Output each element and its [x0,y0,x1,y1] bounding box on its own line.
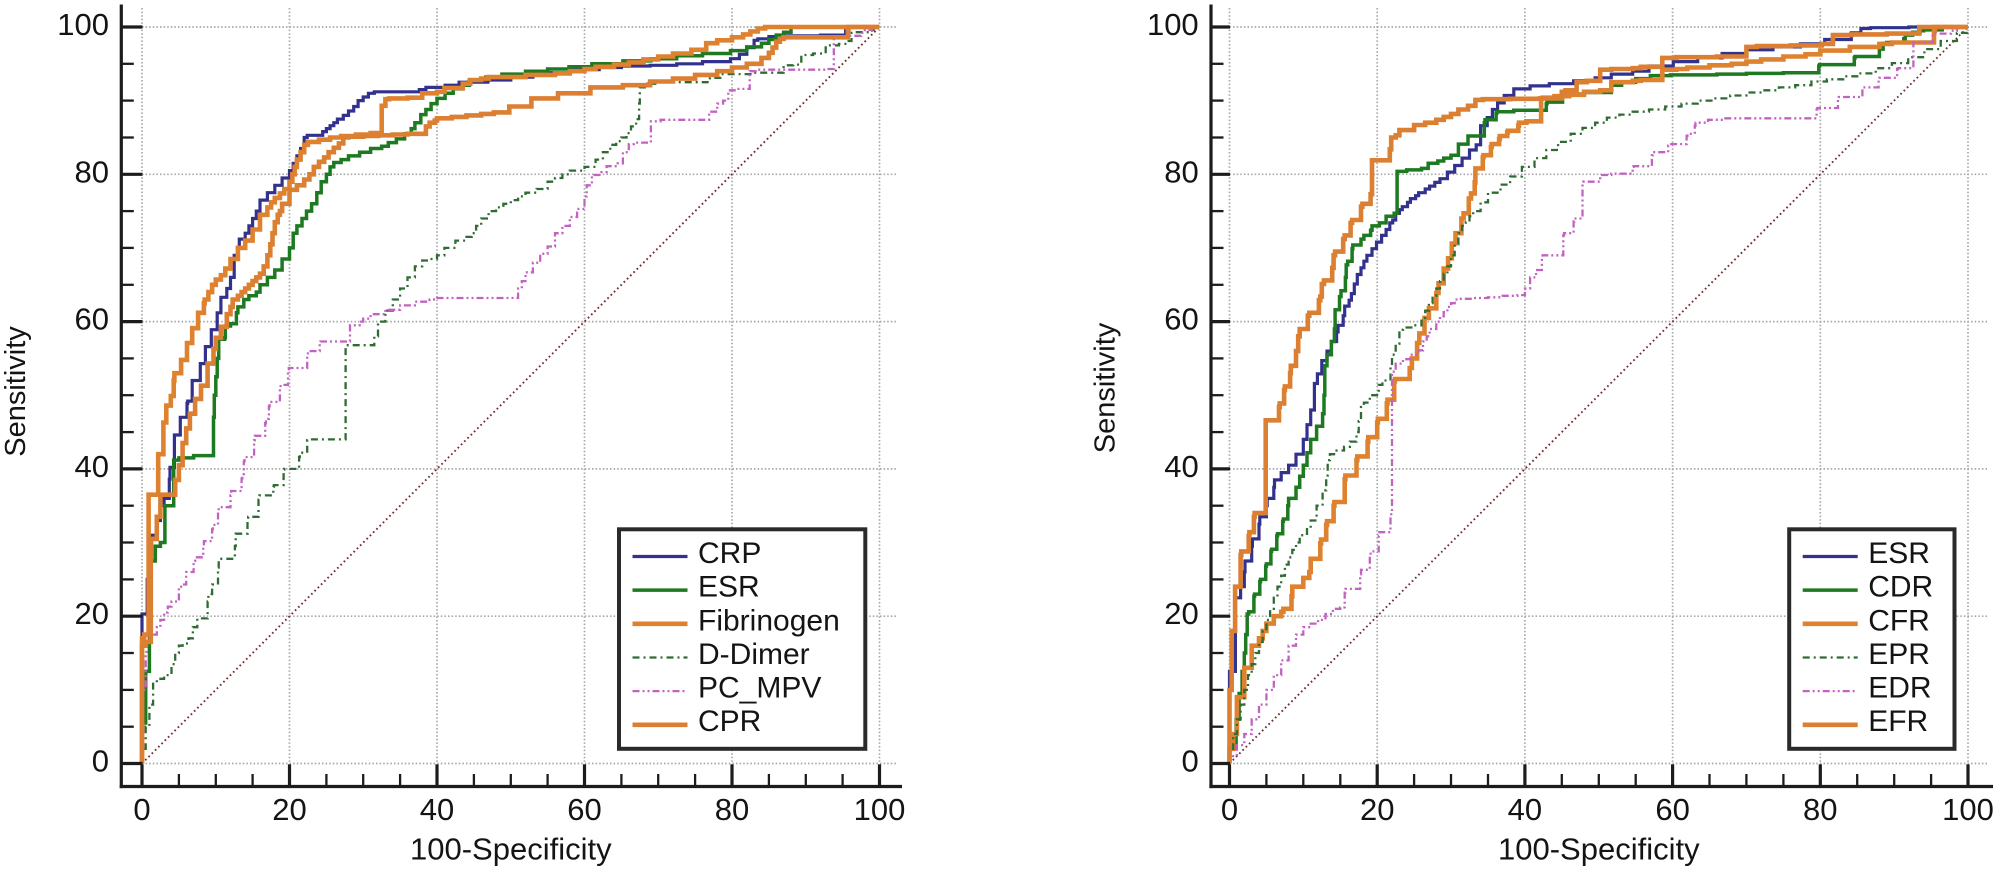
svg-text:20: 20 [1164,596,1198,631]
svg-text:40: 40 [420,792,454,827]
svg-text:100-Specificity: 100-Specificity [410,832,612,867]
svg-text:80: 80 [1803,792,1837,827]
svg-text:Sensitivity: Sensitivity [1090,322,1122,453]
svg-text:40: 40 [1508,792,1542,827]
svg-text:CDR: CDR [1868,571,1933,604]
svg-text:0: 0 [133,792,150,827]
svg-text:20: 20 [1360,792,1394,827]
svg-text:100: 100 [854,792,906,827]
svg-text:100: 100 [1942,792,1994,827]
svg-text:D-Dimer: D-Dimer [698,638,810,671]
svg-text:0: 0 [1221,792,1238,827]
svg-text:100: 100 [1147,7,1199,42]
svg-text:80: 80 [1164,154,1198,189]
svg-text:ESR: ESR [1868,537,1930,570]
svg-text:100-Specificity: 100-Specificity [1498,832,1700,867]
svg-text:40: 40 [75,449,109,484]
svg-text:ESR: ESR [698,571,760,604]
svg-text:EFR: EFR [1868,705,1928,738]
svg-text:60: 60 [1655,792,1689,827]
svg-text:60: 60 [75,302,109,337]
svg-text:20: 20 [75,596,109,631]
svg-text:20: 20 [272,792,306,827]
svg-text:80: 80 [715,792,749,827]
svg-text:0: 0 [92,744,109,779]
svg-text:EDR: EDR [1868,672,1931,705]
svg-text:EPR: EPR [1868,638,1930,671]
svg-text:CRP: CRP [698,537,761,570]
svg-text:Sensitivity: Sensitivity [0,326,32,457]
svg-text:40: 40 [1164,449,1198,484]
svg-text:CFR: CFR [1868,604,1930,637]
svg-text:Fibrinogen: Fibrinogen [698,604,840,637]
svg-text:CPR: CPR [698,705,761,738]
svg-text:PC_MPV: PC_MPV [698,672,821,705]
svg-text:80: 80 [75,154,109,189]
svg-text:60: 60 [1164,302,1198,337]
svg-text:100: 100 [57,7,109,42]
svg-text:0: 0 [1181,744,1198,779]
svg-text:60: 60 [567,792,601,827]
